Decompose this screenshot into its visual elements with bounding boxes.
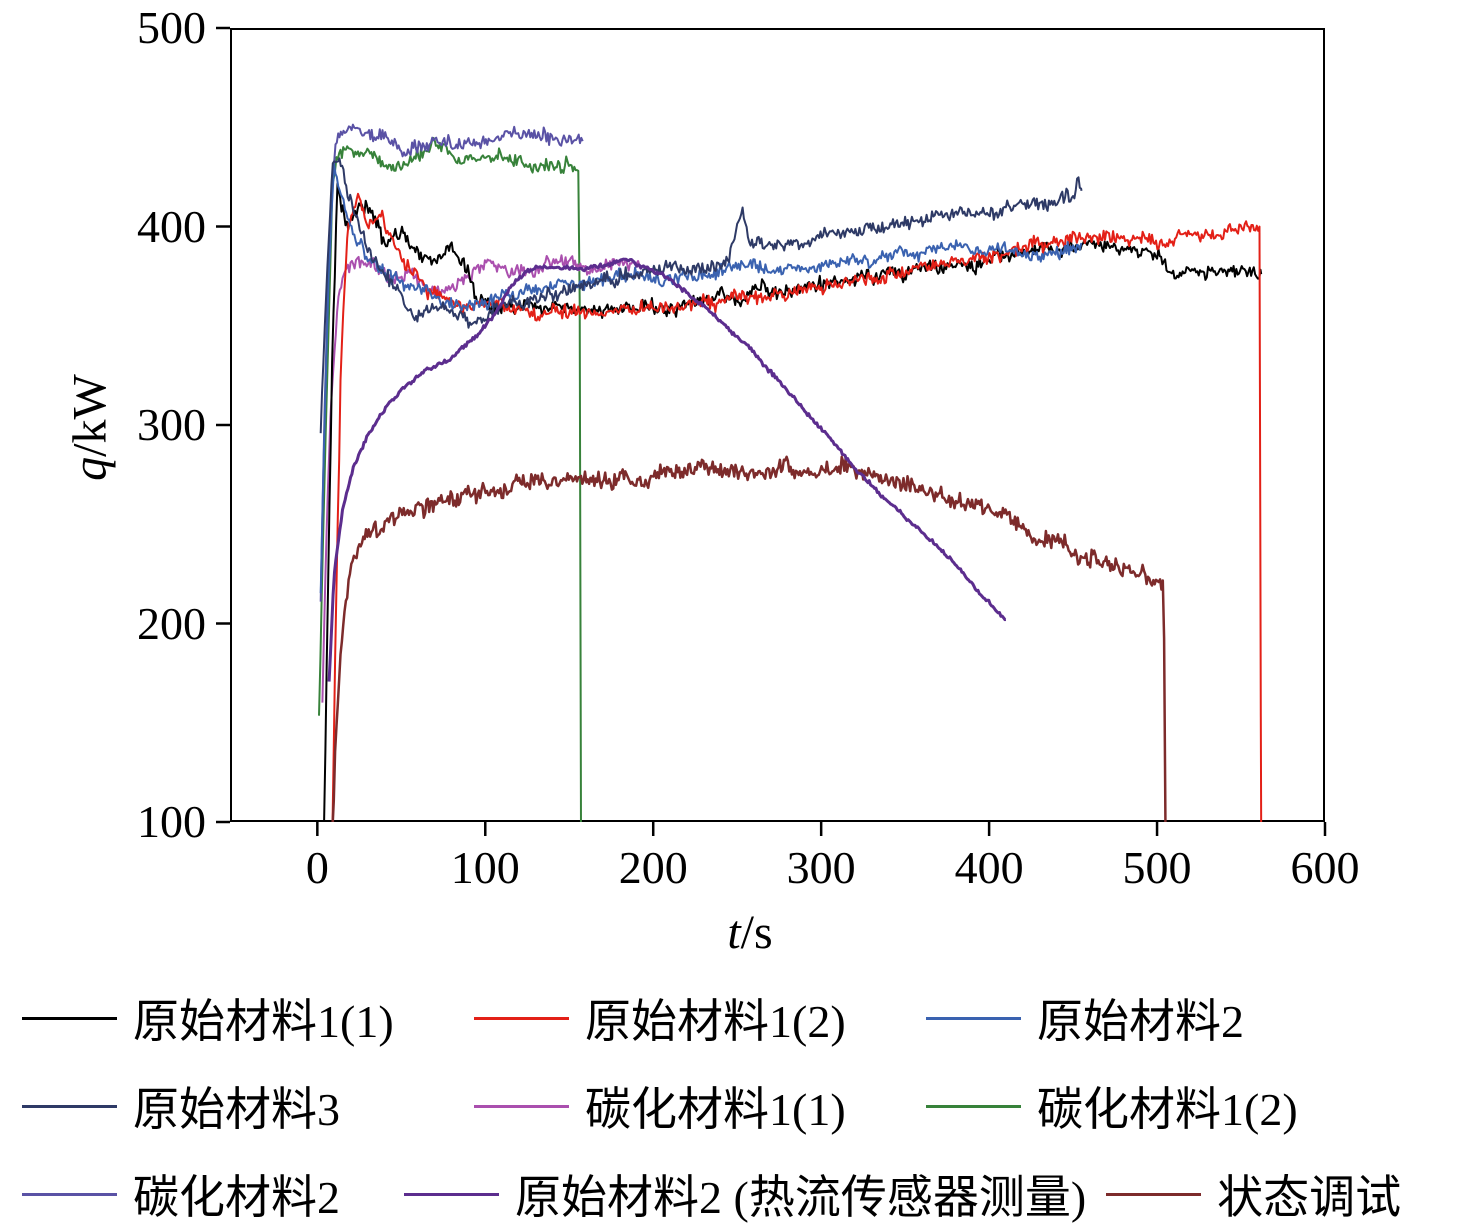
- legend-label: 原始材料2 (热流传感器测量): [515, 1172, 1087, 1223]
- x-axis-label-unit: /s: [740, 906, 773, 959]
- line-chart: q/kW t/s 0 100 200 300 400 500 600 100 200 300 400…: [63, 2, 1360, 960]
- legend-item: 碳化材料2: [22, 1161, 384, 1227]
- legend-line-sample: [22, 1192, 117, 1196]
- legend-item: 碳化材料1(1): [474, 1073, 926, 1139]
- x-tick-label: 100: [450, 842, 520, 893]
- legend-label: 状态调试: [1217, 1172, 1402, 1223]
- legend-label: 原始材料2: [1037, 996, 1244, 1047]
- legend-line-sample: [1106, 1192, 1202, 1196]
- legend-line-sample: [474, 1104, 569, 1108]
- legend-line-sample: [474, 1016, 569, 1020]
- y-tick-label: 500: [137, 2, 206, 53]
- legend-item: 状态调试: [1106, 1161, 1401, 1227]
- x-tick-label: 500: [1122, 842, 1192, 893]
- legend-label: 原始材料3: [133, 1084, 340, 1135]
- x-axis-label-symbol: t: [727, 906, 741, 959]
- x-tick-label: 200: [618, 842, 688, 893]
- x-axis-label: t/s: [640, 905, 860, 960]
- x-tick-label: 400: [954, 842, 1024, 893]
- x-tick-label: 0: [305, 842, 329, 893]
- y-tick-label: 100: [137, 796, 206, 847]
- legend-line-sample: [404, 1192, 499, 1196]
- legend-item: 原始材料3: [22, 1073, 474, 1139]
- legend-item: 原始材料2 (热流传感器测量): [404, 1161, 1086, 1227]
- legend-item: 原始材料1(2): [474, 985, 926, 1051]
- legend-row: 原始材料3 碳化材料1(1) 碳化材料1(2): [22, 1073, 1462, 1139]
- series-line-1: [331, 192, 1263, 822]
- series-line-7: [327, 257, 1007, 682]
- legend-label: 原始材料1(1): [133, 996, 394, 1047]
- y-tick-label: 200: [137, 597, 206, 649]
- legend-label: 原始材料1(2): [585, 996, 846, 1047]
- legend-item: 原始材料2: [926, 985, 1462, 1051]
- series-line-5: [318, 136, 582, 822]
- series-line-2: [319, 163, 1083, 594]
- legend-row: 碳化材料2 原始材料2 (热流传感器测量) 状态调试: [22, 1161, 1462, 1227]
- series-line-4: [321, 254, 641, 703]
- series-line-3: [319, 157, 1083, 434]
- legend-line-sample: [22, 1104, 117, 1108]
- legend-item: 碳化材料1(2): [926, 1073, 1462, 1139]
- chart-legend: 原始材料1(1) 原始材料1(2) 原始材料2 原始材料3 碳化材料1(1) 碳化材料1(…: [22, 985, 1462, 1227]
- legend-line-sample: [22, 1016, 117, 1020]
- series-line-6: [319, 123, 584, 602]
- legend-line-sample: [926, 1016, 1021, 1020]
- x-tick-label: 600: [1290, 842, 1360, 893]
- y-tick-label: 400: [137, 200, 206, 252]
- legend-line-sample: [926, 1104, 1021, 1108]
- y-axis-label-symbol: q: [63, 456, 117, 481]
- legend-label: 碳化材料2: [133, 1172, 340, 1223]
- x-tick-label: 300: [786, 842, 856, 893]
- series-line-8: [331, 455, 1167, 822]
- legend-label: 碳化材料1(2): [1037, 1084, 1298, 1135]
- plot-area: [230, 28, 1325, 822]
- legend-row: 原始材料1(1) 原始材料1(2) 原始材料2: [22, 985, 1462, 1051]
- chart-canvas: [216, 26, 1327, 836]
- legend-label: 碳化材料1(1): [585, 1084, 846, 1135]
- legend-item: 原始材料1(1): [22, 985, 474, 1051]
- y-tick-label: 300: [137, 399, 206, 450]
